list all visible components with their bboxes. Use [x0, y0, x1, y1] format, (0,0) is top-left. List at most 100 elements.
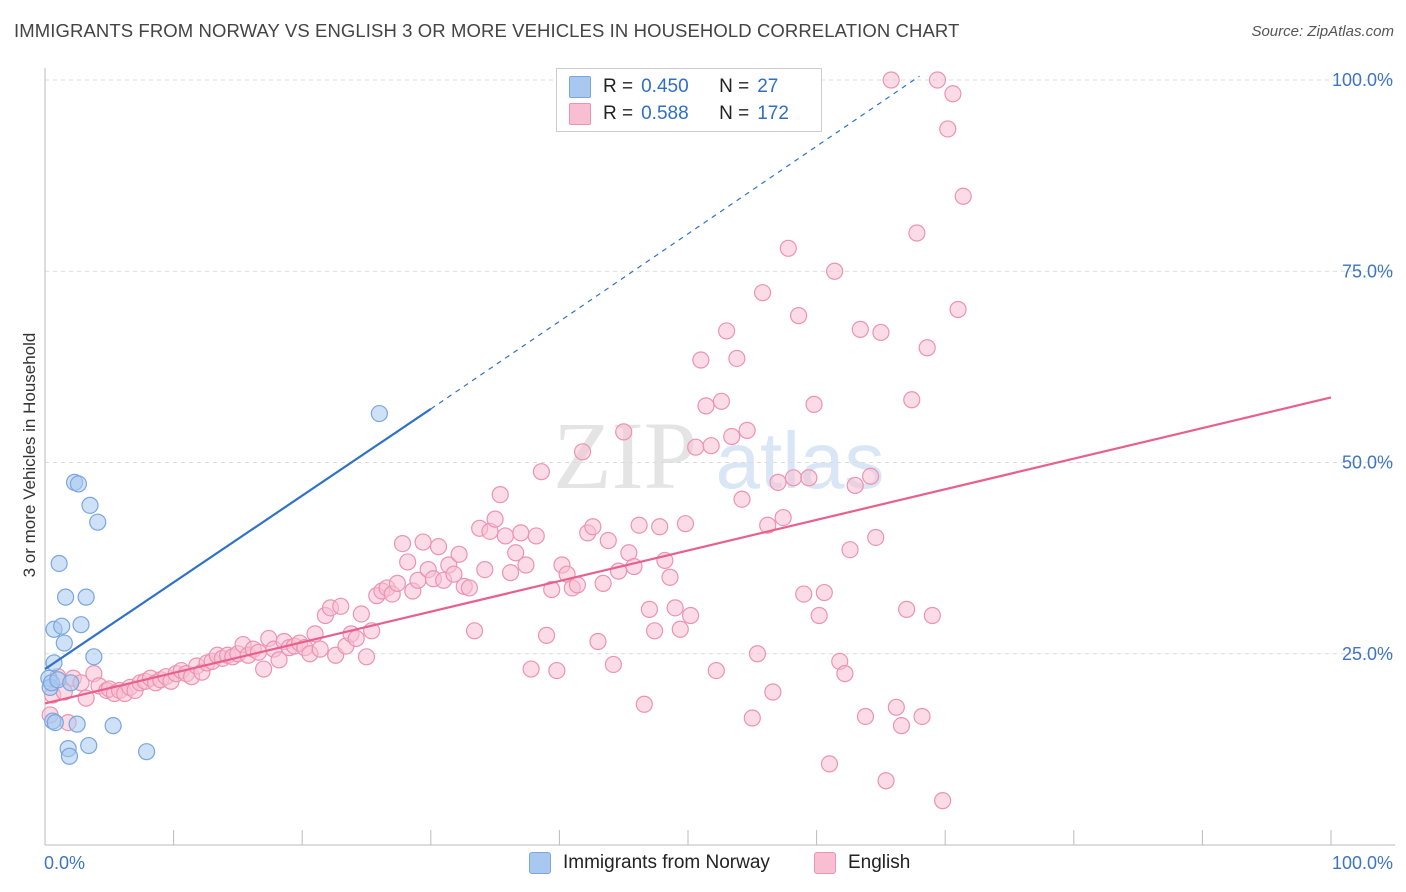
data-point-english [923, 606, 941, 625]
data-point-english [594, 574, 612, 592]
data-point-english [928, 71, 947, 89]
data-points [40, 71, 972, 810]
data-point-english [759, 516, 777, 534]
data-point-norway [46, 713, 64, 732]
data-point-english [795, 585, 813, 603]
data-point-english [645, 622, 664, 640]
data-point-english [774, 508, 792, 527]
data-point-english [687, 438, 705, 456]
data-point-english [820, 755, 839, 773]
data-point-norway [69, 475, 88, 493]
data-point-english [496, 527, 514, 545]
data-point-english [517, 556, 535, 574]
data-point-english [486, 510, 504, 528]
data-point-english [692, 351, 710, 369]
data-point-english [867, 528, 885, 547]
data-point-english [630, 516, 648, 534]
data-point-english [779, 239, 797, 257]
data-point-english [255, 660, 273, 678]
data-point-english [702, 437, 720, 455]
data-point-english [414, 533, 432, 551]
legend-n-label: N = [719, 103, 750, 124]
data-point-english [738, 421, 756, 439]
data-point-english [743, 709, 761, 727]
series-legend: Immigrants from Norway English [0, 852, 1406, 878]
source-credit: Source: ZipAtlas.com [1251, 23, 1394, 40]
data-point-english [764, 683, 782, 701]
series-swatch-english [814, 852, 836, 874]
data-point-english [347, 629, 365, 648]
data-point-english [862, 467, 880, 485]
series-legend-norway[interactable]: Immigrants from Norway [529, 852, 770, 874]
series-label-norway: Immigrants from Norway [563, 852, 770, 873]
data-point-english [640, 600, 659, 618]
trend-line-norway [44, 408, 432, 670]
data-point-english [887, 698, 905, 716]
data-point-norway [81, 496, 99, 514]
legend-r-value: 0.450 [641, 76, 689, 97]
data-point-english [846, 476, 864, 495]
data-point-english [681, 606, 700, 625]
data-point-english [589, 632, 607, 651]
data-point-english [450, 545, 468, 563]
gridlines [45, 79, 1395, 655]
data-point-english [393, 534, 412, 553]
data-point-english [712, 392, 731, 410]
data-point-norway [50, 554, 68, 573]
data-point-english [851, 320, 869, 338]
data-point-english [512, 524, 530, 542]
data-point-norway [62, 674, 80, 692]
data-point-norway [55, 634, 73, 652]
x-tick-label: 100.0% [1332, 853, 1393, 873]
series-label-english: English [848, 852, 911, 873]
data-point-english [599, 531, 617, 550]
data-point-english [501, 564, 520, 582]
data-point-norway [104, 717, 122, 735]
data-point-norway [60, 747, 79, 765]
data-point-english [944, 85, 962, 103]
y-tick-label: 75.0% [1342, 261, 1393, 281]
chart-title: IMMIGRANTS FROM NORWAY VS ENGLISH 3 OR M… [14, 20, 960, 41]
legend-r-label: R = [603, 76, 634, 97]
data-point-english [388, 574, 406, 592]
data-point-norway [80, 736, 98, 755]
data-point-english [748, 645, 767, 663]
legend-n-value: 27 [757, 76, 779, 97]
series-legend-english[interactable]: English [814, 852, 910, 874]
watermark-zip: ZIP [553, 402, 697, 509]
legend-swatch-english [569, 103, 591, 125]
series-swatch-norway [529, 852, 551, 874]
data-point-english [913, 707, 931, 726]
data-point-norway [77, 588, 95, 606]
data-point-english [429, 538, 448, 556]
data-point-english [872, 323, 890, 342]
trend-line-norway-extension [430, 75, 920, 410]
data-point-english [332, 597, 350, 615]
data-point-english [527, 527, 545, 545]
tick-labels: 25.0% 50.0% 75.0% 100.0% 0.0% 100.0% [44, 70, 1393, 873]
data-point-english [666, 599, 684, 617]
legend-n-label: N = [719, 76, 750, 97]
data-point-english [635, 695, 653, 713]
legend-row-norway: R = 0.450 N = 27 [569, 75, 778, 99]
data-point-english [357, 648, 376, 666]
data-point-english [573, 443, 592, 461]
data-point-norway [137, 743, 156, 761]
data-point-english [537, 626, 556, 644]
data-point-english [491, 486, 509, 504]
stats-legend: R = 0.450 N = 27 R = 0.588 N = 172 [556, 68, 822, 132]
data-point-english [918, 339, 936, 357]
data-point-english [753, 284, 772, 302]
data-point-english [728, 349, 746, 368]
data-point-english [954, 187, 972, 205]
data-point-english [784, 469, 803, 487]
data-point-english [532, 463, 550, 481]
data-point-english [810, 606, 828, 625]
data-point-english [805, 395, 823, 413]
data-point-english [717, 322, 736, 340]
data-point-english [568, 576, 587, 594]
data-point-norway [68, 715, 86, 733]
x-tick-label: 0.0% [44, 853, 85, 873]
y-tick-label: 100.0% [1332, 70, 1393, 90]
data-point-english [615, 423, 633, 441]
